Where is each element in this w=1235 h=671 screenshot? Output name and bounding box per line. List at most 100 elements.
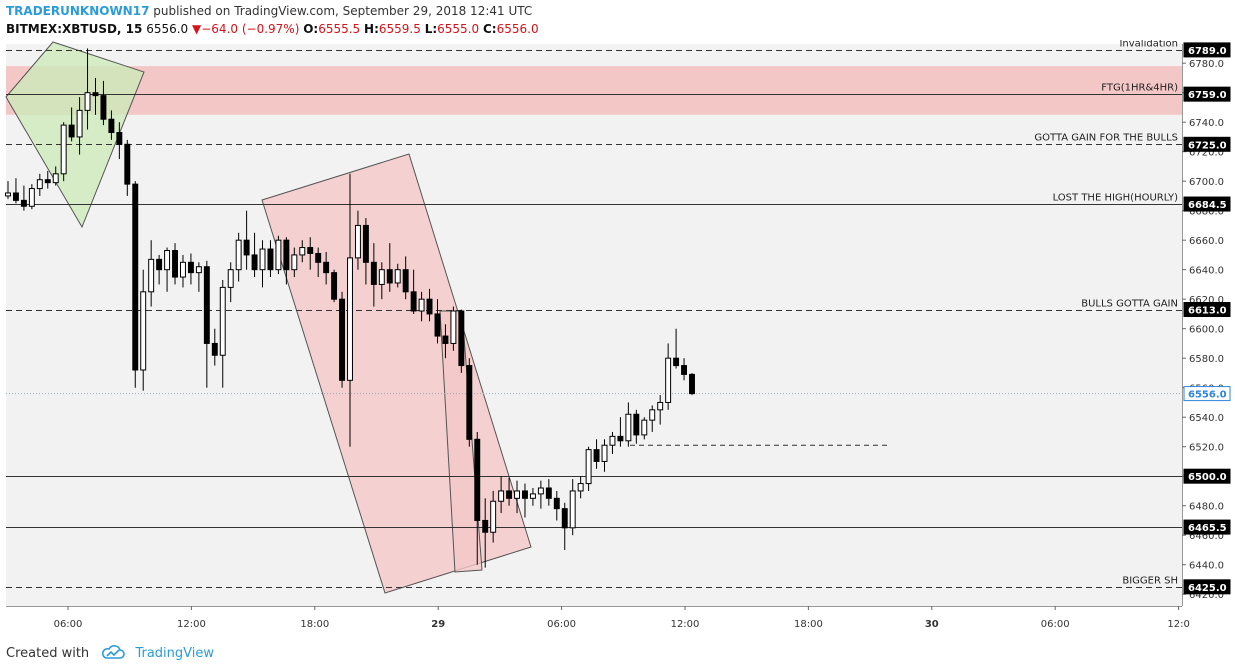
candle[interactable] [529, 487, 536, 506]
candle[interactable] [108, 110, 115, 140]
candle[interactable] [633, 409, 640, 444]
candle[interactable] [291, 247, 298, 278]
ftg-zone[interactable] [6, 66, 1182, 115]
tradingview-brand-link[interactable]: TradingView [135, 646, 214, 661]
candle[interactable] [450, 306, 457, 351]
candle[interactable] [323, 251, 330, 285]
candle[interactable] [561, 502, 568, 550]
candle[interactable] [187, 253, 194, 285]
candle[interactable] [12, 178, 19, 204]
candle[interactable] [211, 328, 218, 366]
candle[interactable] [625, 402, 632, 447]
candle[interactable] [434, 299, 441, 344]
candle[interactable] [243, 210, 250, 270]
candle[interactable] [609, 431, 616, 455]
candle[interactable] [148, 240, 155, 307]
candle[interactable] [514, 480, 520, 514]
candle[interactable] [60, 122, 67, 182]
candle[interactable] [537, 480, 544, 509]
candle[interactable] [442, 324, 449, 359]
candle[interactable] [84, 48, 91, 130]
green-box[interactable] [5, 41, 145, 229]
candle[interactable] [339, 291, 346, 388]
candle[interactable] [474, 431, 481, 565]
price-tag[interactable] [1183, 579, 1231, 595]
candle[interactable] [259, 240, 266, 288]
candle[interactable] [5, 181, 11, 199]
candle[interactable] [657, 395, 664, 425]
candle[interactable] [219, 280, 226, 388]
candle[interactable] [299, 240, 306, 263]
candle[interactable] [235, 232, 242, 282]
candle[interactable] [386, 243, 393, 292]
candle[interactable] [307, 237, 314, 270]
candle[interactable] [362, 218, 369, 285]
candle[interactable] [195, 262, 202, 292]
candle[interactable] [673, 328, 680, 369]
candle[interactable] [577, 476, 584, 499]
candle[interactable] [394, 263, 401, 288]
candle[interactable] [156, 254, 163, 285]
candle[interactable] [681, 358, 688, 381]
candle[interactable] [689, 372, 695, 396]
candle[interactable] [275, 235, 282, 275]
candle[interactable] [593, 439, 600, 469]
candle[interactable] [140, 269, 147, 391]
candle[interactable] [28, 184, 35, 210]
candle[interactable] [545, 479, 552, 506]
candle[interactable] [458, 309, 465, 373]
candle[interactable] [402, 256, 409, 300]
candle[interactable] [76, 97, 83, 155]
candle[interactable] [331, 269, 338, 303]
candle[interactable] [649, 405, 656, 432]
candle[interactable] [52, 166, 59, 186]
candle[interactable] [283, 237, 290, 285]
candle[interactable] [601, 439, 608, 472]
candle[interactable] [522, 483, 528, 518]
price-tag[interactable] [1183, 386, 1231, 402]
candle[interactable] [164, 247, 171, 292]
price-tag[interactable] [1183, 302, 1231, 318]
candle[interactable] [553, 490, 560, 521]
candle[interactable] [506, 477, 513, 506]
candle[interactable] [641, 417, 648, 440]
candle[interactable] [315, 247, 322, 278]
price-tag[interactable] [1183, 136, 1231, 152]
candle[interactable] [354, 210, 361, 270]
candle[interactable] [378, 262, 385, 300]
price-tag[interactable] [1183, 468, 1231, 484]
time-axis[interactable] [6, 606, 1182, 634]
candle[interactable] [498, 476, 505, 514]
candlestick-chart[interactable]: 6420.0 6440.0 6460.0 6480.0 6500.0 6520.0 6540… [0, 40, 1235, 640]
candle[interactable] [569, 479, 576, 536]
plot-area[interactable] [6, 44, 1182, 606]
price-tag[interactable] [1183, 196, 1231, 212]
price-tag[interactable] [1183, 86, 1231, 102]
candle[interactable] [251, 232, 258, 278]
author-name[interactable]: TRADERUNKNOWN17 [6, 4, 150, 18]
candle[interactable] [466, 358, 473, 447]
candle[interactable] [124, 139, 131, 196]
candle[interactable] [665, 343, 672, 410]
candle[interactable] [68, 107, 75, 142]
candle[interactable] [418, 291, 425, 322]
candle[interactable] [617, 417, 624, 447]
candle[interactable] [172, 243, 178, 285]
candle[interactable] [44, 170, 51, 189]
candle[interactable] [585, 446, 592, 491]
candle[interactable] [132, 181, 139, 388]
candle[interactable] [370, 243, 377, 307]
candle[interactable] [100, 80, 107, 126]
candle[interactable] [426, 288, 433, 322]
candle[interactable] [227, 262, 234, 303]
candle[interactable] [482, 498, 489, 568]
candle[interactable] [36, 173, 43, 196]
tradingview-cloud-icon[interactable] [101, 645, 126, 660]
candle[interactable] [116, 122, 123, 160]
price-tag[interactable] [1183, 42, 1231, 58]
candle[interactable] [203, 260, 210, 388]
candle[interactable] [410, 269, 417, 314]
candle[interactable] [347, 173, 353, 447]
candle[interactable] [267, 240, 274, 278]
price-tag[interactable] [1183, 519, 1231, 535]
